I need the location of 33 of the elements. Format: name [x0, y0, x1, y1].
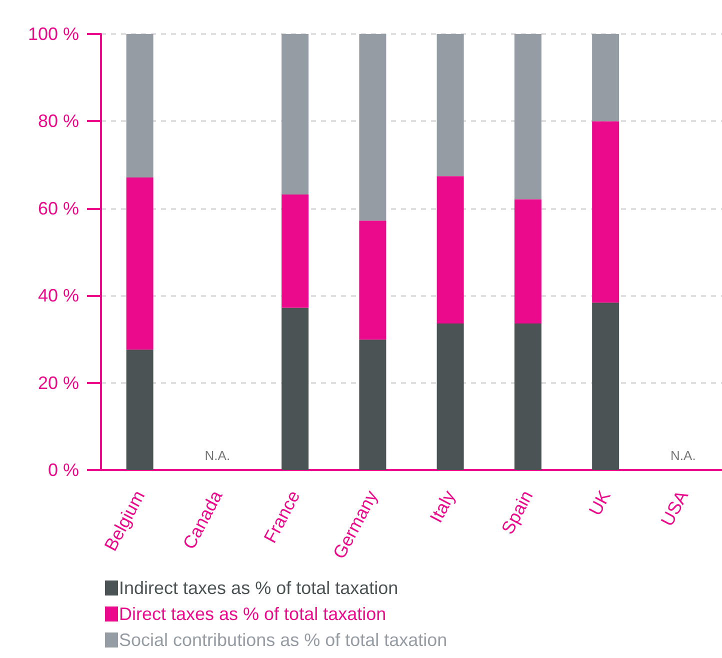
bar	[126, 177, 154, 350]
legend-label: Indirect taxes as % of total taxation	[119, 578, 398, 598]
bar	[592, 34, 620, 122]
y-tick-label: 0 %	[48, 460, 79, 480]
bar	[359, 340, 386, 470]
x-tick-label: Spain	[498, 487, 537, 538]
y-tick-label: 40 %	[38, 286, 79, 306]
bar	[514, 199, 542, 324]
bar	[436, 176, 464, 324]
bar	[514, 34, 542, 200]
bar	[126, 34, 154, 178]
bar	[436, 34, 464, 176]
y-tick-label: 100 %	[28, 24, 79, 44]
bar	[436, 324, 464, 470]
bar	[126, 350, 154, 470]
legend-label: Social contributions as % of total taxation	[119, 630, 448, 650]
annotation: N.A.	[670, 448, 696, 463]
x-tick-label: UK	[585, 487, 614, 519]
bar	[359, 34, 386, 221]
bar	[282, 34, 309, 194]
bar	[282, 308, 309, 470]
y-tick-label: 60 %	[38, 198, 79, 218]
bar	[592, 121, 620, 303]
bar	[514, 324, 542, 470]
bar	[359, 220, 386, 340]
bar	[282, 194, 309, 308]
y-tick-label: 80 %	[38, 111, 79, 132]
annotation: N.A.	[204, 448, 230, 463]
bar	[592, 302, 620, 470]
legend-label: Direct taxes as % of total taxation	[119, 604, 386, 624]
y-tick-label: 20 %	[38, 372, 79, 393]
x-tick-label: Italy	[426, 487, 460, 526]
x-tick-label: USA	[657, 487, 692, 530]
